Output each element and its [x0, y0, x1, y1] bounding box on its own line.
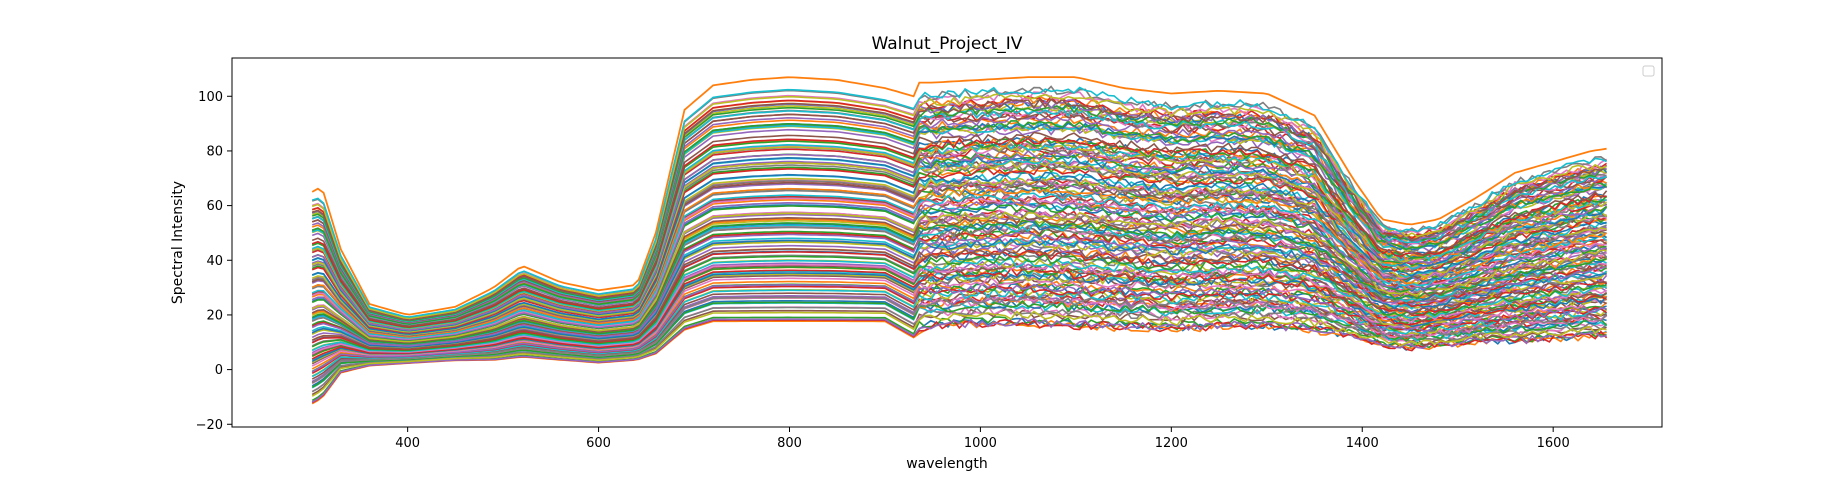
series-line [311, 171, 1607, 335]
series-line [311, 86, 1607, 318]
series-line [311, 192, 1608, 339]
series-line [311, 131, 1608, 328]
series-line [311, 282, 1607, 373]
series-layer [311, 76, 1608, 405]
y-tick-label: 60 [206, 199, 223, 214]
series-line [311, 257, 1607, 352]
series-line [311, 287, 1608, 378]
series-line [311, 310, 1607, 397]
y-tick-label: 0 [215, 363, 223, 378]
series-line-top [311, 76, 1607, 316]
x-tick-label: 600 [586, 436, 611, 451]
y-axis: −20 0 20 40 60 80 100 [196, 90, 232, 433]
x-tick-label: 1000 [964, 436, 997, 451]
y-tick-label: 100 [198, 90, 223, 105]
series-line [311, 203, 1607, 342]
x-tick-label: 1200 [1155, 436, 1188, 451]
x-tick-label: 400 [395, 436, 420, 451]
series-line [311, 186, 1608, 338]
series-line [311, 137, 1607, 328]
series-line [311, 174, 1607, 336]
y-tick-label: −20 [196, 418, 223, 433]
series-line [311, 316, 1607, 403]
legend-box [1642, 65, 1655, 77]
series-line [311, 140, 1607, 329]
plot-frame [231, 57, 1663, 428]
x-axis: 400 600 800 1000 1200 1400 1600 [395, 427, 1570, 451]
y-tick-label: 40 [206, 254, 223, 269]
series-line [311, 219, 1607, 345]
series-line [311, 93, 1607, 320]
series-line [311, 253, 1607, 352]
series-line [311, 165, 1607, 334]
series-line [311, 294, 1608, 384]
series-line [311, 249, 1608, 351]
series-line [311, 237, 1607, 348]
x-tick-label: 1600 [1537, 436, 1570, 451]
x-tick-label: 800 [777, 436, 802, 451]
y-tick-label: 80 [206, 144, 223, 159]
y-tick-label: 20 [206, 308, 223, 323]
y-axis-label: Spectral Intensity [170, 181, 186, 304]
x-axis-label: wavelength [906, 456, 988, 472]
x-tick-label: 1400 [1346, 436, 1379, 451]
series-line [311, 245, 1607, 350]
series-line [311, 211, 1607, 343]
series-line [311, 231, 1607, 347]
series-line [311, 300, 1608, 388]
series-line [311, 113, 1607, 324]
series-line [311, 119, 1607, 325]
series-line [311, 98, 1608, 321]
series-line [311, 95, 1608, 321]
chart-title: Walnut_Project_IV [872, 34, 1023, 54]
